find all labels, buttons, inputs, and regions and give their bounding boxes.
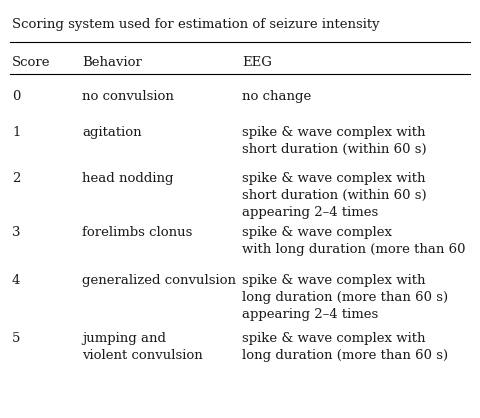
Text: 4: 4 [12, 274, 20, 287]
Text: spike & wave complex with
long duration (more than 60 s): spike & wave complex with long duration … [242, 332, 448, 362]
Text: EEG: EEG [242, 56, 272, 69]
Text: spike & wave complex with
long duration (more than 60 s)
appearing 2–4 times: spike & wave complex with long duration … [242, 274, 448, 321]
Text: 1: 1 [12, 126, 20, 139]
Text: Score: Score [12, 56, 50, 69]
Text: forelimbs clonus: forelimbs clonus [82, 226, 192, 239]
Text: spike & wave complex with
short duration (within 60 s)
appearing 2–4 times: spike & wave complex with short duration… [242, 172, 427, 219]
Text: spike & wave complex
with long duration (more than 60: spike & wave complex with long duration … [242, 226, 466, 256]
Text: no convulsion: no convulsion [82, 90, 174, 103]
Text: 0: 0 [12, 90, 20, 103]
Text: Scoring system used for estimation of seizure intensity: Scoring system used for estimation of se… [12, 18, 380, 31]
Text: no change: no change [242, 90, 311, 103]
Text: agitation: agitation [82, 126, 142, 139]
Text: generalized convulsion: generalized convulsion [82, 274, 236, 287]
Text: spike & wave complex with
short duration (within 60 s): spike & wave complex with short duration… [242, 126, 427, 156]
Text: 3: 3 [12, 226, 21, 239]
Text: Behavior: Behavior [82, 56, 142, 69]
Text: 5: 5 [12, 332, 20, 345]
Text: jumping and
violent convulsion: jumping and violent convulsion [82, 332, 203, 362]
Text: 2: 2 [12, 172, 20, 185]
Text: head nodding: head nodding [82, 172, 173, 185]
